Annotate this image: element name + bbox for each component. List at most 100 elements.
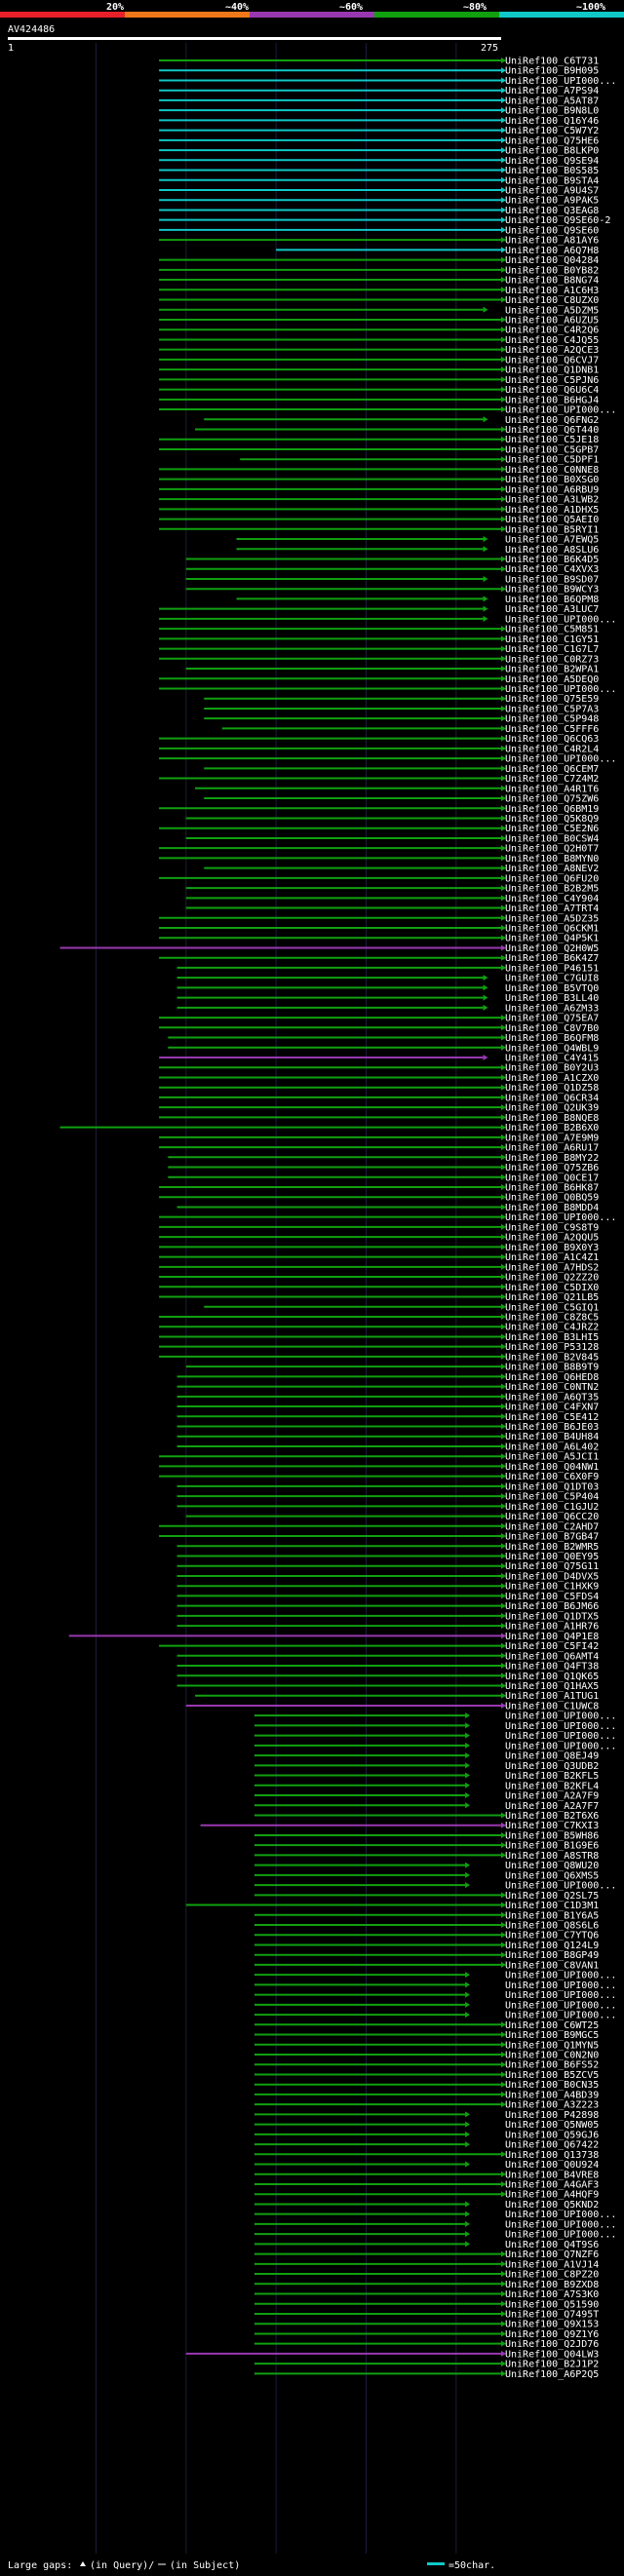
hit-row[interactable]: UniRef100_Q2H0T7 bbox=[159, 844, 599, 855]
hit-label[interactable]: UniRef100_UPI000... bbox=[505, 76, 616, 87]
hit-label[interactable]: UniRef100_UPI000... bbox=[505, 1741, 616, 1751]
hit-row[interactable]: UniRef100_Q1DT03 bbox=[176, 1481, 600, 1492]
hit-label[interactable]: UniRef100_Q1DZ58 bbox=[505, 1083, 599, 1094]
hit-row[interactable]: UniRef100_B1Y6A5 bbox=[254, 1910, 599, 1921]
hit-label[interactable]: UniRef100_Q9SE60-2 bbox=[505, 215, 610, 226]
hit-row[interactable]: UniRef100_Q51590 bbox=[254, 2299, 599, 2310]
hit-label[interactable]: UniRef100_B4VRE8 bbox=[505, 2170, 599, 2180]
hit-label[interactable]: UniRef100_B6K4D5 bbox=[505, 555, 599, 565]
hit-label[interactable]: UniRef100_A4HQF9 bbox=[505, 2190, 599, 2201]
hit-label[interactable]: UniRef100_UPI000... bbox=[505, 405, 616, 416]
hit-label[interactable]: UniRef100_A4BD39 bbox=[505, 2090, 599, 2100]
hit-label[interactable]: UniRef100_C0NTN2 bbox=[505, 1382, 599, 1393]
hit-label[interactable]: UniRef100_Q9SE94 bbox=[505, 156, 599, 167]
hit-label[interactable]: UniRef100_C5M851 bbox=[505, 625, 599, 635]
hit-label[interactable]: UniRef100_Q16Y46 bbox=[505, 116, 599, 127]
hit-row[interactable]: UniRef100_Q4P5K1 bbox=[159, 934, 599, 944]
hit-label[interactable]: UniRef100_Q9X153 bbox=[505, 2320, 599, 2330]
hit-row[interactable]: UniRef100_Q6CEM7 bbox=[204, 764, 599, 775]
hit-row[interactable]: UniRef100_B8NQE8 bbox=[159, 1113, 599, 1124]
hit-label[interactable]: UniRef100_UPI000... bbox=[505, 684, 616, 695]
hit-row[interactable]: UniRef100_Q8EJ49 bbox=[254, 1751, 599, 1762]
hit-row[interactable]: UniRef100_C7KXI3 bbox=[200, 1821, 600, 1831]
hit-label[interactable]: UniRef100_C4Y415 bbox=[505, 1054, 599, 1064]
hit-label[interactable]: UniRef100_C5W7Y2 bbox=[505, 126, 599, 136]
hit-label[interactable]: UniRef100_B8GP49 bbox=[505, 1950, 599, 1961]
hit-row[interactable]: UniRef100_B2WMR5 bbox=[176, 1542, 600, 1553]
hit-row[interactable]: UniRef100_Q6BM19 bbox=[159, 804, 599, 815]
hit-row[interactable]: UniRef100_Q1QK65 bbox=[176, 1672, 600, 1682]
hit-row[interactable]: UniRef100_Q16Y46 bbox=[159, 116, 599, 127]
hit-row[interactable]: UniRef100_C1HXK9 bbox=[176, 1582, 600, 1593]
hit-row[interactable]: UniRef100_B9WCY3 bbox=[185, 585, 600, 596]
hit-row[interactable]: UniRef100_C4JRZ2 bbox=[159, 1323, 599, 1333]
hit-label[interactable]: UniRef100_C7KXI3 bbox=[505, 1821, 599, 1831]
hit-row[interactable]: UniRef100_Q9SE60-2 bbox=[159, 215, 610, 226]
hit-label[interactable]: UniRef100_A5DZM5 bbox=[505, 305, 599, 316]
hit-label[interactable]: UniRef100_Q1DTX5 bbox=[505, 1611, 599, 1622]
hit-label[interactable]: UniRef100_A6RBU9 bbox=[505, 484, 599, 495]
hit-label[interactable]: UniRef100_Q4P5K1 bbox=[505, 934, 599, 944]
hit-row[interactable]: UniRef100_C6WT25 bbox=[254, 2020, 599, 2031]
hit-label[interactable]: UniRef100_Q2ZZ20 bbox=[505, 1273, 599, 1284]
hit-label[interactable]: UniRef100_B8NQE8 bbox=[505, 1113, 599, 1124]
hit-label[interactable]: UniRef100_B9ZXD8 bbox=[505, 2280, 599, 2290]
hit-row[interactable]: UniRef100_B6K4Z7 bbox=[159, 953, 599, 964]
hit-label[interactable]: UniRef100_C9S8T9 bbox=[505, 1222, 599, 1233]
hit-row[interactable]: UniRef100_B0YB82 bbox=[159, 265, 599, 276]
hit-label[interactable]: UniRef100_A1CZX0 bbox=[505, 1073, 599, 1084]
hit-label[interactable]: UniRef100_C5P7A3 bbox=[505, 704, 599, 714]
hit-row[interactable]: UniRef100_B6FS52 bbox=[254, 2060, 599, 2071]
hit-label[interactable]: UniRef100_A7TRT4 bbox=[505, 904, 599, 914]
hit-label[interactable]: UniRef100_Q59GJ6 bbox=[505, 2130, 599, 2140]
hit-label[interactable]: UniRef100_Q2SL75 bbox=[505, 1891, 599, 1902]
hit-label[interactable]: UniRef100_B5ZCV5 bbox=[505, 2070, 599, 2081]
hit-row[interactable]: UniRef100_A6UZU5 bbox=[159, 315, 599, 326]
hit-row[interactable]: UniRef100_B4UH84 bbox=[176, 1432, 600, 1442]
hit-label[interactable]: UniRef100_A7E9M9 bbox=[505, 1133, 599, 1143]
hit-label[interactable]: UniRef100_UPI000... bbox=[505, 2230, 616, 2241]
hit-label[interactable]: UniRef100_B0YB82 bbox=[505, 265, 599, 276]
hit-label[interactable]: UniRef100_Q21LB5 bbox=[505, 1292, 599, 1303]
hit-row[interactable]: UniRef100_B8MYN0 bbox=[159, 854, 599, 865]
hit-label[interactable]: UniRef100_UPI000... bbox=[505, 614, 616, 625]
hit-label[interactable]: UniRef100_Q6U6C4 bbox=[505, 385, 599, 396]
hit-label[interactable]: UniRef100_Q6CQ63 bbox=[505, 734, 599, 745]
hit-row[interactable]: UniRef100_B0S585 bbox=[159, 166, 599, 176]
hit-row[interactable]: UniRef100_A9U4S7 bbox=[159, 185, 599, 196]
hit-label[interactable]: UniRef100_Q8S6L6 bbox=[505, 1921, 599, 1932]
hit-label[interactable]: UniRef100_B9STA4 bbox=[505, 175, 599, 186]
hit-row[interactable]: UniRef100_C4XVX3 bbox=[185, 564, 600, 575]
hit-row[interactable]: UniRef100_Q1MYN5 bbox=[254, 2040, 599, 2051]
hit-row[interactable]: UniRef100_B9MGC5 bbox=[254, 2030, 599, 2041]
hit-label[interactable]: UniRef100_Q3EAG8 bbox=[505, 206, 599, 216]
hit-row[interactable]: UniRef100_B8GP49 bbox=[254, 1950, 599, 1961]
hit-row[interactable]: UniRef100_B8MDD4 bbox=[176, 1203, 600, 1213]
hit-row[interactable]: UniRef100_A6Q7H8 bbox=[276, 246, 599, 256]
hit-row[interactable]: UniRef100_UPI000... bbox=[254, 1990, 616, 2001]
hit-row[interactable]: UniRef100_B6HGJ4 bbox=[159, 395, 599, 405]
hit-label[interactable]: UniRef100_UPI000... bbox=[505, 1990, 616, 2001]
hit-row[interactable]: UniRef100_Q6FNG2 bbox=[204, 415, 599, 426]
hit-label[interactable]: UniRef100_A7PS94 bbox=[505, 86, 599, 96]
hit-row[interactable]: UniRef100_A1DHX5 bbox=[159, 505, 599, 516]
hit-label[interactable]: UniRef100_B0CSW4 bbox=[505, 833, 599, 844]
hit-row[interactable]: UniRef100_A1HR76 bbox=[176, 1622, 600, 1633]
hit-label[interactable]: UniRef100_B8MY22 bbox=[505, 1153, 599, 1164]
hit-row[interactable]: UniRef100_B5RYI1 bbox=[159, 524, 599, 535]
hit-label[interactable]: UniRef100_C2AHD7 bbox=[505, 1521, 599, 1532]
hit-label[interactable]: UniRef100_B6K4Z7 bbox=[505, 953, 599, 964]
hit-row[interactable]: UniRef100_B9X0Y3 bbox=[159, 1243, 599, 1253]
hit-row[interactable]: UniRef100_A7HDS2 bbox=[159, 1262, 599, 1273]
hit-label[interactable]: UniRef100_B8NG74 bbox=[505, 276, 599, 287]
hit-label[interactable]: UniRef100_Q7495T bbox=[505, 2309, 599, 2320]
hit-row[interactable]: UniRef100_C8VAN1 bbox=[254, 1960, 599, 1971]
hit-label[interactable]: UniRef100_C5E2N6 bbox=[505, 824, 599, 834]
hit-row[interactable]: UniRef100_B2KFL5 bbox=[254, 1771, 599, 1782]
hit-label[interactable]: UniRef100_C5FFF6 bbox=[505, 724, 599, 735]
hit-label[interactable]: UniRef100_Q6CVJ7 bbox=[505, 355, 599, 365]
hit-row[interactable]: UniRef100_B4VRE8 bbox=[254, 2170, 599, 2180]
hit-row[interactable]: UniRef100_B2KFL4 bbox=[254, 1781, 599, 1791]
hit-row[interactable]: UniRef100_UPI000... bbox=[254, 1881, 616, 1892]
hit-label[interactable]: UniRef100_C7GUI8 bbox=[505, 974, 599, 984]
